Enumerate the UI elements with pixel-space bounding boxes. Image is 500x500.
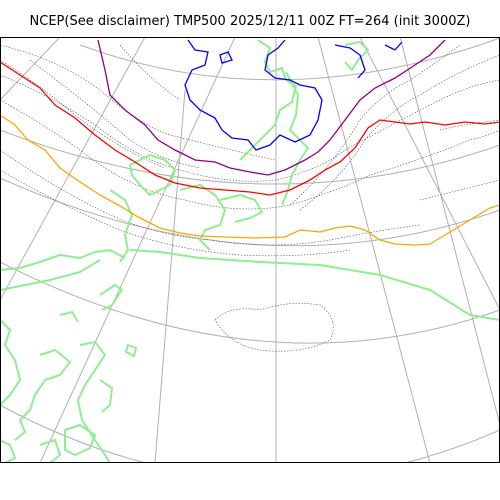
isotherm (29, 59, 201, 169)
longitude-line (154, 89, 186, 463)
isotherm-blue (184, 39, 323, 151)
coastline-segment (0, 319, 21, 406)
isotherm-blue (219, 51, 233, 64)
coastline-segment (281, 71, 309, 206)
latitude-line (0, 177, 500, 247)
latitude-line (79, 37, 500, 81)
coastline-segment (99, 379, 113, 413)
isotherm (119, 44, 181, 101)
coastline-segment (179, 184, 226, 251)
isotherm (214, 303, 334, 352)
isotherm (419, 179, 500, 201)
coastline-segment (39, 439, 61, 463)
coastline-segment (129, 154, 176, 196)
isotherm (299, 54, 500, 211)
isotherm (0, 74, 500, 182)
latitude-line (0, 129, 500, 185)
map-title: NCEP(See disclaimer) TMP500 2025/12/11 0… (29, 14, 471, 29)
coastline-segment (99, 284, 123, 311)
coastline-segment (125, 344, 137, 357)
longitude-line (0, 37, 61, 101)
isotherm (0, 99, 500, 210)
coastline-segment (14, 349, 71, 441)
coastline-segment (219, 194, 263, 223)
isotherm (0, 149, 421, 246)
coastline-segment (129, 249, 500, 321)
latitude-line (0, 261, 500, 344)
coastline-segment (109, 189, 133, 263)
coastline-segment (77, 341, 111, 463)
coastlines (0, 39, 500, 463)
coastline-segment (59, 311, 79, 323)
isotherm (0, 44, 276, 161)
longitude-line (359, 37, 500, 311)
coastline-segment (0, 439, 16, 463)
isotherm-red (0, 61, 500, 196)
isotherm-purple (97, 39, 446, 176)
map-frame (0, 37, 500, 463)
isotherm (0, 169, 351, 257)
longitude-line (399, 37, 500, 426)
isotherm-orange (0, 114, 500, 246)
isotherm-blue (384, 41, 403, 51)
coastline-segment (344, 41, 369, 71)
coastline-segment (239, 39, 297, 161)
isotherm (439, 119, 500, 131)
longitude-line (0, 37, 146, 301)
latitude-line (0, 404, 500, 463)
isotherm (0, 59, 166, 169)
coastline-segment (0, 259, 101, 291)
isotherms-colored (0, 39, 500, 246)
coastline-segment (0, 249, 126, 271)
isotherm-blue (334, 44, 366, 79)
graticule-longitudes (0, 37, 500, 463)
longitude-line (317, 37, 431, 463)
graticule-latitudes (0, 37, 500, 463)
coastline-segment (64, 424, 96, 456)
